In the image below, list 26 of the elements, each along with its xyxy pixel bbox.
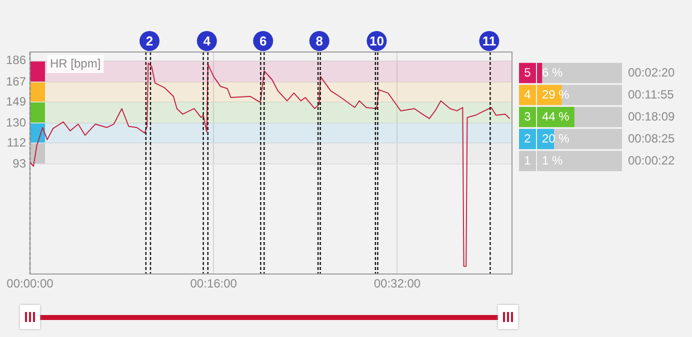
y-tick-label: 93 (12, 156, 26, 170)
y-tick-label: 4 (524, 87, 532, 102)
y-tick-label: 186 (6, 53, 26, 68)
annotation: 10 (369, 34, 384, 49)
y-tick-label: 112 (6, 135, 26, 150)
y-axis-title: HR [bpm] (50, 56, 101, 70)
y-tick-label: 130 (6, 115, 26, 130)
annotation: 8 (316, 34, 323, 49)
text: 00:02:20 (628, 65, 676, 80)
text: 00:18:09 (628, 109, 676, 124)
data-label: 44 % (542, 109, 570, 124)
text: 00:11:55 (628, 87, 674, 102)
annotation: 2 (146, 34, 154, 49)
annotation: 4 (203, 34, 212, 49)
annotation: 11 (482, 34, 496, 49)
y-tick-label: 2 (524, 131, 532, 146)
y-tick-label: 3 (524, 109, 532, 124)
y-tick-label: 5 (524, 65, 532, 80)
text: 00:08:25 (628, 131, 676, 146)
y-tick-label: 167 (6, 74, 26, 88)
x-tick-label: 00:16:00 (190, 276, 238, 291)
y-tick-label: 149 (6, 94, 26, 108)
x-tick-label: 00:32:00 (374, 276, 421, 291)
x-tick-label: 00:00:00 (6, 276, 54, 291)
annotation: 6 (259, 34, 267, 49)
text: 00:00:22 (628, 153, 676, 168)
